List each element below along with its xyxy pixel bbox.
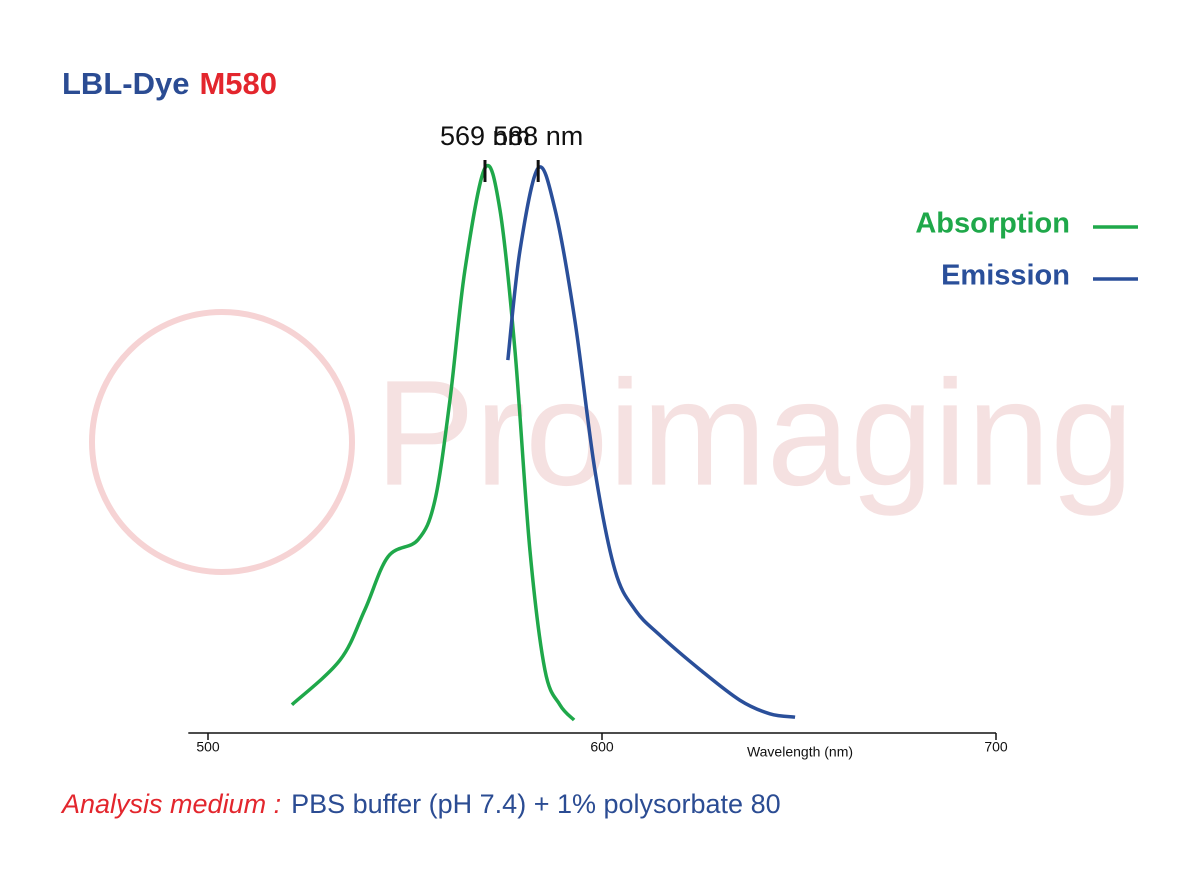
chart-title: LBL-Dye	[62, 66, 189, 101]
x-tick-label: 600	[590, 739, 614, 755]
x-tick-label: 700	[984, 739, 1008, 755]
peak-label: 569 nm	[440, 121, 530, 151]
note-label: Analysis medium :	[60, 789, 281, 819]
legend-label: Emission	[941, 260, 1070, 292]
series-line	[290, 163, 576, 722]
chart-title-highlight: M580	[199, 66, 277, 101]
note: PBS buffer (pH 7.4) + 1% polysorbate 80	[291, 789, 781, 819]
x-tick-label: 500	[196, 739, 220, 755]
x-axis-label: Wavelength (nm)	[747, 744, 853, 760]
watermark-logo	[89, 309, 355, 575]
legend-label: Absorption	[915, 208, 1070, 240]
watermark: Proimaging	[375, 349, 1134, 517]
peak-label: 588 nm	[493, 121, 583, 151]
series-line	[506, 165, 796, 719]
